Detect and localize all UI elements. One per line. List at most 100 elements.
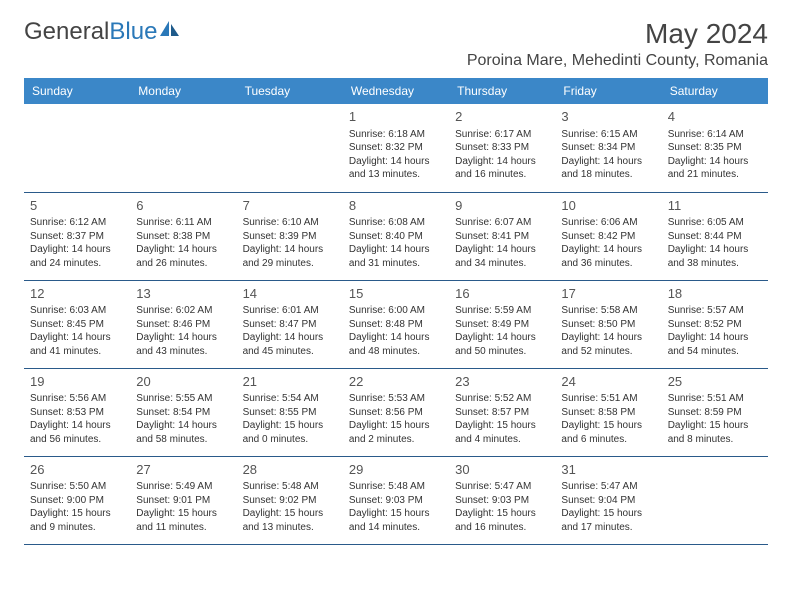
sunrise-text: Sunrise: 5:48 AM [243, 480, 337, 494]
day-number: 1 [349, 108, 443, 126]
sunrise-text: Sunrise: 5:54 AM [243, 392, 337, 406]
logo: GeneralBlue [24, 18, 181, 46]
daylight-text: Daylight: 15 hours and 8 minutes. [668, 419, 762, 446]
sunset-text: Sunset: 8:38 PM [136, 230, 230, 244]
calendar-day-cell: 6Sunrise: 6:11 AMSunset: 8:38 PMDaylight… [130, 192, 236, 280]
calendar-week-row: 12Sunrise: 6:03 AMSunset: 8:45 PMDayligh… [24, 280, 768, 368]
sunrise-text: Sunrise: 5:48 AM [349, 480, 443, 494]
day-number: 11 [668, 197, 762, 215]
day-number: 22 [349, 373, 443, 391]
sunrise-text: Sunrise: 6:15 AM [561, 128, 655, 142]
daylight-text: Daylight: 14 hours and 21 minutes. [668, 155, 762, 182]
sunrise-text: Sunrise: 6:18 AM [349, 128, 443, 142]
day-number: 3 [561, 108, 655, 126]
sunrise-text: Sunrise: 5:51 AM [668, 392, 762, 406]
sunrise-text: Sunrise: 5:49 AM [136, 480, 230, 494]
daylight-text: Daylight: 14 hours and 13 minutes. [349, 155, 443, 182]
sunrise-text: Sunrise: 5:47 AM [455, 480, 549, 494]
location-subtitle: Poroina Mare, Mehedinti County, Romania [24, 52, 768, 70]
daylight-text: Daylight: 15 hours and 9 minutes. [30, 507, 124, 534]
calendar-day-cell: 29Sunrise: 5:48 AMSunset: 9:03 PMDayligh… [343, 456, 449, 544]
sunset-text: Sunset: 8:49 PM [455, 318, 549, 332]
calendar-day-cell: 22Sunrise: 5:53 AMSunset: 8:56 PMDayligh… [343, 368, 449, 456]
day-number: 26 [30, 461, 124, 479]
day-number: 12 [30, 285, 124, 303]
calendar-day-cell: 4Sunrise: 6:14 AMSunset: 8:35 PMDaylight… [662, 104, 768, 192]
day-number: 23 [455, 373, 549, 391]
day-header: Thursday [449, 78, 555, 104]
daylight-text: Daylight: 14 hours and 29 minutes. [243, 243, 337, 270]
sunrise-text: Sunrise: 6:00 AM [349, 304, 443, 318]
daylight-text: Daylight: 14 hours and 58 minutes. [136, 419, 230, 446]
day-number: 18 [668, 285, 762, 303]
sunrise-text: Sunrise: 5:47 AM [561, 480, 655, 494]
sunset-text: Sunset: 8:55 PM [243, 406, 337, 420]
sunset-text: Sunset: 8:53 PM [30, 406, 124, 420]
daylight-text: Daylight: 15 hours and 6 minutes. [561, 419, 655, 446]
sail-icon [159, 18, 181, 46]
day-number: 25 [668, 373, 762, 391]
day-number: 17 [561, 285, 655, 303]
day-header: Monday [130, 78, 236, 104]
sunrise-text: Sunrise: 5:56 AM [30, 392, 124, 406]
sunset-text: Sunset: 8:37 PM [30, 230, 124, 244]
sunset-text: Sunset: 8:34 PM [561, 141, 655, 155]
daylight-text: Daylight: 15 hours and 2 minutes. [349, 419, 443, 446]
sunset-text: Sunset: 9:04 PM [561, 494, 655, 508]
calendar-day-cell: 17Sunrise: 5:58 AMSunset: 8:50 PMDayligh… [555, 280, 661, 368]
sunrise-text: Sunrise: 6:02 AM [136, 304, 230, 318]
day-number: 31 [561, 461, 655, 479]
sunrise-text: Sunrise: 6:07 AM [455, 216, 549, 230]
calendar-day-cell: 18Sunrise: 5:57 AMSunset: 8:52 PMDayligh… [662, 280, 768, 368]
day-number: 28 [243, 461, 337, 479]
day-number: 2 [455, 108, 549, 126]
daylight-text: Daylight: 14 hours and 18 minutes. [561, 155, 655, 182]
sunrise-text: Sunrise: 5:59 AM [455, 304, 549, 318]
calendar-day-cell: 13Sunrise: 6:02 AMSunset: 8:46 PMDayligh… [130, 280, 236, 368]
calendar-day-cell: 3 Sunrise: 6:15 AMSunset: 8:34 PMDaylight… [555, 104, 661, 192]
header: GeneralBlue May 2024 [24, 18, 768, 50]
calendar-day-cell: 30Sunrise: 5:47 AMSunset: 9:03 PMDayligh… [449, 456, 555, 544]
daylight-text: Daylight: 14 hours and 43 minutes. [136, 331, 230, 358]
sunset-text: Sunset: 8:32 PM [349, 141, 443, 155]
sunset-text: Sunset: 8:52 PM [668, 318, 762, 332]
sunset-text: Sunset: 8:40 PM [349, 230, 443, 244]
sunset-text: Sunset: 8:59 PM [668, 406, 762, 420]
day-number: 5 [30, 197, 124, 215]
day-number: 16 [455, 285, 549, 303]
sunrise-text: Sunrise: 5:52 AM [455, 392, 549, 406]
page-title: May 2024 [645, 18, 768, 50]
calendar-day-cell: 9Sunrise: 6:07 AMSunset: 8:41 PMDaylight… [449, 192, 555, 280]
calendar-day-cell: 24Sunrise: 5:51 AMSunset: 8:58 PMDayligh… [555, 368, 661, 456]
sunset-text: Sunset: 8:47 PM [243, 318, 337, 332]
sunset-text: Sunset: 9:03 PM [349, 494, 443, 508]
daylight-text: Daylight: 14 hours and 38 minutes. [668, 243, 762, 270]
daylight-text: Daylight: 14 hours and 34 minutes. [455, 243, 549, 270]
sunset-text: Sunset: 8:46 PM [136, 318, 230, 332]
calendar-day-cell: 25Sunrise: 5:51 AMSunset: 8:59 PMDayligh… [662, 368, 768, 456]
sunset-text: Sunset: 8:44 PM [668, 230, 762, 244]
calendar-day-cell [24, 104, 130, 192]
daylight-text: Daylight: 14 hours and 54 minutes. [668, 331, 762, 358]
calendar-day-cell: 20Sunrise: 5:55 AMSunset: 8:54 PMDayligh… [130, 368, 236, 456]
calendar-day-cell [237, 104, 343, 192]
sunrise-text: Sunrise: 5:50 AM [30, 480, 124, 494]
calendar-day-cell: 1 Sunrise: 6:18 AMSunset: 8:32 PMDaylight… [343, 104, 449, 192]
day-header: Tuesday [237, 78, 343, 104]
daylight-text: Daylight: 15 hours and 16 minutes. [455, 507, 549, 534]
logo-text-blue: Blue [109, 18, 157, 46]
sunrise-text: Sunrise: 5:51 AM [561, 392, 655, 406]
calendar-day-cell: 26Sunrise: 5:50 AMSunset: 9:00 PMDayligh… [24, 456, 130, 544]
sunrise-text: Sunrise: 6:11 AM [136, 216, 230, 230]
calendar-day-cell: 14Sunrise: 6:01 AMSunset: 8:47 PMDayligh… [237, 280, 343, 368]
day-number: 15 [349, 285, 443, 303]
day-header: Sunday [24, 78, 130, 104]
day-header: Saturday [662, 78, 768, 104]
sunset-text: Sunset: 8:39 PM [243, 230, 337, 244]
day-number: 29 [349, 461, 443, 479]
daylight-text: Daylight: 14 hours and 31 minutes. [349, 243, 443, 270]
daylight-text: Daylight: 15 hours and 0 minutes. [243, 419, 337, 446]
calendar-day-cell: 10Sunrise: 6:06 AMSunset: 8:42 PMDayligh… [555, 192, 661, 280]
calendar-day-cell: 15Sunrise: 6:00 AMSunset: 8:48 PMDayligh… [343, 280, 449, 368]
day-number: 10 [561, 197, 655, 215]
